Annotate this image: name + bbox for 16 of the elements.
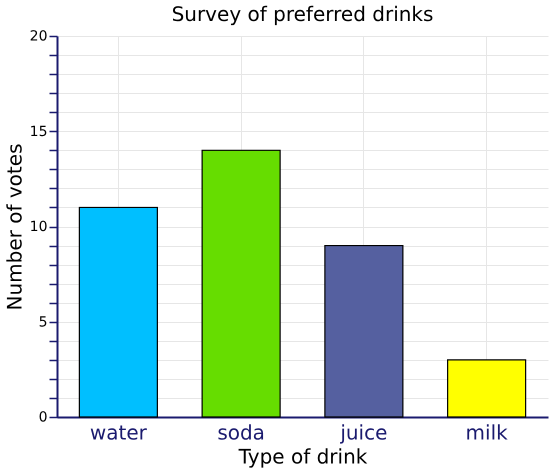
y-tick-label: 0 bbox=[38, 410, 48, 426]
y-axis-title: Number of votes bbox=[2, 144, 27, 310]
bar bbox=[324, 244, 404, 418]
bar bbox=[78, 206, 158, 418]
bar bbox=[202, 150, 281, 418]
bar bbox=[447, 359, 526, 418]
y-tick-label: 5 bbox=[38, 314, 48, 330]
y-tick-label: 15 bbox=[30, 124, 48, 140]
y-tick-label: 10 bbox=[30, 219, 48, 235]
x-tick-label: milk bbox=[466, 420, 508, 444]
x-tick-label: soda bbox=[217, 420, 265, 444]
x-axis-title: Type of drink bbox=[238, 444, 368, 468]
x-tick-label: juice bbox=[339, 420, 388, 444]
x-tick-label: water bbox=[90, 420, 148, 444]
y-tick-label: 20 bbox=[30, 28, 48, 44]
chart-title: Survey of preferred drinks bbox=[172, 2, 434, 26]
